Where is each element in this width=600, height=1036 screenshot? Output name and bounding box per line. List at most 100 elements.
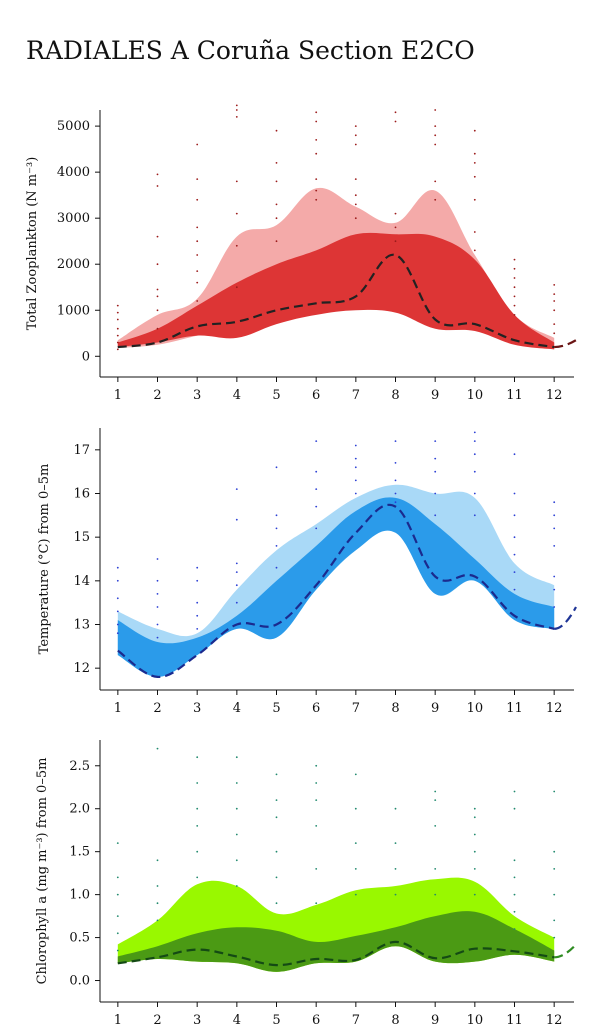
- zooplankton-observation-point: [235, 109, 238, 111]
- chlorophyll-observation-point: [116, 932, 119, 935]
- temperature-observation-point: [513, 588, 516, 591]
- chlorophyll-x-tick-label: 3: [193, 1013, 201, 1028]
- temperature-observation-point: [196, 566, 199, 569]
- chlorophyll-observation-point: [553, 850, 556, 853]
- temperature-y-tick-label: 13: [73, 618, 90, 633]
- zooplankton-observation-point: [275, 162, 278, 164]
- chlorophyll-observation-point: [235, 782, 238, 784]
- zooplankton-observation-point: [156, 235, 159, 238]
- zooplankton-observation-point: [473, 198, 476, 201]
- chlorophyll-observation-point: [196, 850, 199, 853]
- zooplankton-observation-point: [513, 277, 516, 279]
- zooplankton-observation-point: [235, 286, 238, 289]
- page-title: RADIALES A Coruña Section E2CO: [26, 36, 475, 65]
- zooplankton-observation-point: [196, 270, 199, 272]
- zooplankton-observation-point: [434, 125, 437, 127]
- temperature-observation-point: [196, 628, 199, 630]
- chlorophyll-observation-point: [275, 816, 278, 819]
- chlorophyll-observation-point: [394, 893, 397, 896]
- temperature-x-tick-label: 9: [431, 701, 439, 716]
- chlorophyll-observation-point: [116, 876, 119, 879]
- chlorophyll-observation-point: [513, 859, 516, 862]
- zooplankton-observation-point: [315, 120, 318, 123]
- zooplankton-median-line: [117, 253, 555, 349]
- temperature-x-tick-label: 4: [233, 701, 241, 716]
- chlorophyll-observation-point: [235, 756, 238, 759]
- temperature-observation-point: [156, 636, 159, 639]
- zooplankton-observation-point: [553, 284, 556, 286]
- temperature-observation-point: [156, 623, 159, 626]
- zooplankton-observation-point: [394, 226, 397, 229]
- chlorophyll-observation-point: [473, 833, 476, 836]
- temperature-observation-point: [354, 444, 357, 447]
- zooplankton-observation-point: [275, 217, 278, 220]
- zooplankton-y-tick-label: 5000: [57, 119, 90, 134]
- chlorophyll-x-tick-label: 6: [312, 1013, 320, 1028]
- temperature-y-tick-label: 12: [73, 661, 90, 676]
- chlorophyll-y-tick-label: 2.0: [69, 802, 90, 817]
- temperature-observation-point: [473, 440, 476, 442]
- temperature-observation-point: [513, 514, 516, 517]
- temperature-observation-point: [513, 553, 516, 556]
- zooplankton-y-tick-label: 3000: [57, 211, 90, 226]
- chlorophyll-observation-point: [553, 936, 556, 939]
- temperature-x-tick-label: 10: [467, 701, 484, 716]
- temperature-observation-point: [434, 514, 437, 517]
- zooplankton-observation-point: [156, 309, 159, 312]
- chlorophyll-observation-point: [513, 807, 516, 810]
- chlorophyll-median-line: [117, 940, 555, 967]
- chlorophyll-observation-point: [275, 850, 278, 853]
- zooplankton-observation-point: [553, 332, 556, 335]
- chlorophyll-x-tick-label: 5: [272, 1013, 280, 1028]
- temperature-observation-point: [156, 579, 159, 582]
- chlorophyll-x-tick-label: 1: [114, 1013, 122, 1028]
- chlorophyll-observation-point: [235, 833, 238, 836]
- chlorophyll-observation-point: [553, 868, 556, 870]
- chlorophyll-observation-point: [235, 885, 238, 887]
- chlorophyll-observation-point: [473, 868, 476, 870]
- chlorophyll-x-tick-label: 8: [391, 1013, 399, 1028]
- temperature-observation-point: [196, 614, 199, 617]
- zooplankton-observation-point: [513, 295, 516, 298]
- zooplankton-observation-point: [156, 327, 159, 330]
- zooplankton-observation-point: [116, 348, 119, 351]
- zooplankton-observation-point: [156, 185, 159, 187]
- temperature-observation-point: [235, 488, 238, 490]
- temperature-observation-point: [434, 440, 437, 442]
- chlorophyll-observation-point: [156, 919, 159, 922]
- temperature-x-tick-label: 7: [352, 701, 360, 716]
- temperature-observation-point: [513, 492, 516, 495]
- zooplankton-observation-point: [196, 178, 199, 180]
- chlorophyll-median-continuation: [554, 943, 577, 959]
- zooplankton-y-tick-label: 4000: [57, 165, 90, 180]
- temperature-observation-point: [315, 440, 318, 442]
- temperature-x-tick-label: 8: [391, 701, 399, 716]
- zooplankton-observation-point: [513, 258, 516, 261]
- zooplankton-x-tick-label: 12: [546, 388, 563, 403]
- zooplankton-observation-point: [473, 162, 476, 164]
- temperature-x-tick-label: 2: [153, 701, 161, 716]
- zooplankton-y-tick-label: 1000: [57, 303, 90, 318]
- temperature-observation-point: [275, 466, 278, 469]
- temperature-y-tick-label: 14: [73, 574, 90, 589]
- chlorophyll-observation-point: [513, 893, 516, 896]
- chlorophyll-observation-point: [473, 807, 476, 810]
- chlorophyll-observation-point: [434, 893, 437, 896]
- zooplankton-observation-point: [434, 134, 437, 137]
- temperature-observation-point: [394, 492, 397, 495]
- zooplankton-x-tick-label: 3: [193, 388, 201, 403]
- temperature-observation-point: [473, 431, 476, 434]
- zooplankton-observation-point: [354, 194, 357, 197]
- chlorophyll-x-tick-label: 11: [506, 1013, 523, 1028]
- zooplankton-observation-point: [196, 281, 199, 284]
- temperature-observation-point: [235, 562, 238, 565]
- chlorophyll-observation-point: [315, 782, 318, 784]
- temperature-observation-point: [434, 492, 437, 495]
- zooplankton-inner-range-band: [117, 232, 555, 350]
- temperature-median-continuation: [554, 606, 577, 630]
- temperature-observation-point: [156, 593, 159, 595]
- chlorophyll-observation-point: [434, 799, 437, 801]
- chlorophyll-observation-point: [315, 902, 318, 905]
- chlorophyll-observation-point: [434, 790, 437, 793]
